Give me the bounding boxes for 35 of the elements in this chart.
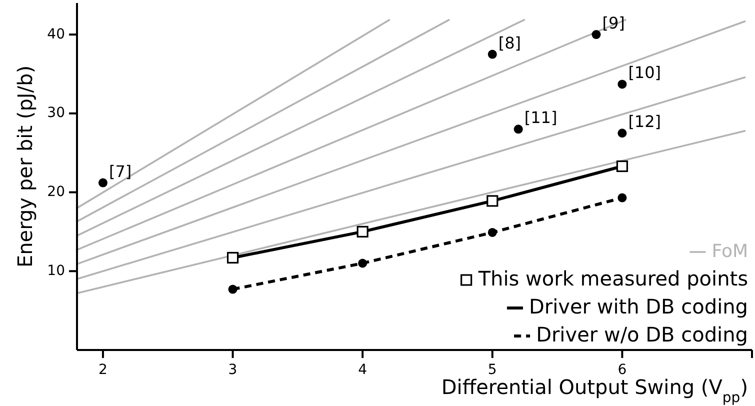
point: [616, 160, 628, 172]
legend-label: This work measured points: [477, 266, 748, 290]
annotation: [8]: [498, 33, 522, 52]
x-tick-label: 5: [488, 362, 497, 378]
annotation: [11]: [524, 108, 558, 128]
point: [226, 252, 239, 264]
annotation: [12]: [628, 112, 662, 132]
point: [592, 30, 601, 40]
y-tick-label: 40: [47, 26, 65, 42]
x-tick-label: 3: [228, 362, 238, 378]
point: [356, 226, 368, 238]
annotation: [7]: [108, 162, 132, 181]
legend-label: FoM: [712, 240, 748, 262]
point: [488, 228, 497, 237]
point: [618, 128, 627, 138]
point: [618, 80, 627, 89]
x-tick-label: 6: [618, 362, 627, 378]
annotation: [9]: [602, 14, 625, 33]
point: [618, 193, 627, 202]
point: [514, 124, 523, 134]
y-tick-label: 10: [47, 262, 65, 279]
y-axis-title: Energy per bit (pJ/b): [13, 65, 37, 268]
point: [98, 178, 108, 188]
point: [358, 258, 368, 268]
y-tick-label: 30: [47, 105, 65, 122]
point: [486, 195, 498, 207]
y-tick-label: 20: [47, 184, 65, 200]
x-axis-title: Differential Output Swing (V$_{pp}$): [441, 375, 748, 406]
legend-label: Driver w/o DB coding: [536, 322, 748, 346]
legend-label: Driver with DB coding: [528, 294, 748, 318]
point: [228, 284, 238, 294]
x-tick-label: 2: [98, 362, 108, 378]
point: [488, 50, 497, 59]
x-tick-label: 4: [358, 362, 368, 378]
annotation: [10]: [628, 63, 662, 82]
